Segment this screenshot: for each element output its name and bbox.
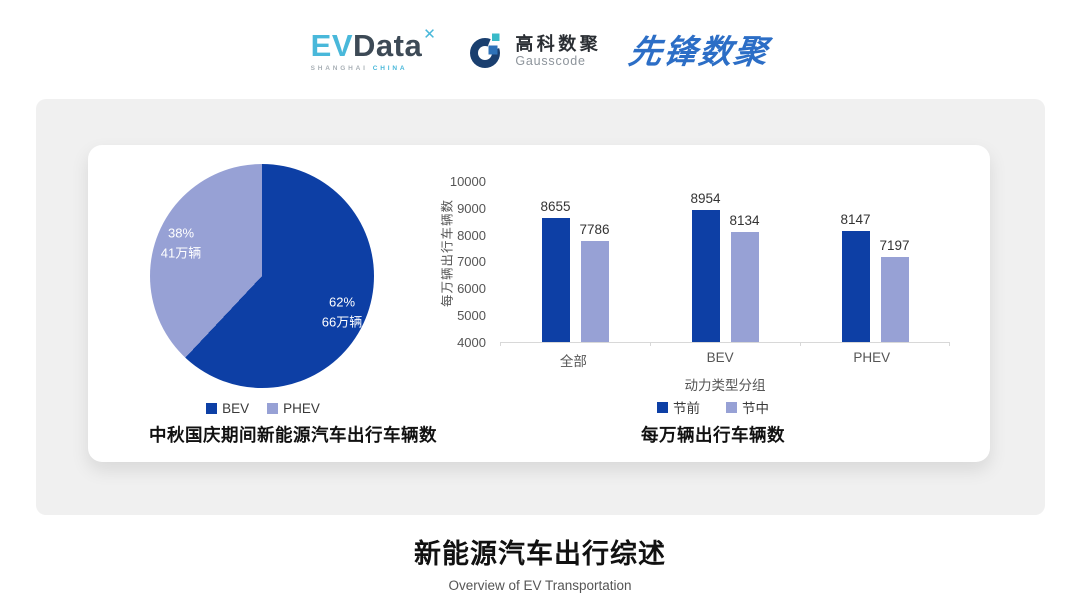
pie-label-phev: 38% 41万辆 — [161, 224, 201, 263]
pie-label-bev: 62% 66万辆 — [322, 293, 362, 332]
bar-group-all: 8655 7786 — [540, 182, 610, 342]
x-axis-tick — [500, 342, 501, 346]
gausscode-cn-text: 高科数聚 — [515, 33, 602, 54]
bar-pre-holiday: 8655 — [540, 199, 571, 342]
x-axis-tick — [799, 342, 801, 346]
evdata-china-text: CHINA — [372, 65, 408, 72]
x-axis-tick — [649, 342, 651, 346]
bar-group-bev: 8954 8134 — [690, 182, 760, 342]
content-panel: 62% 66万辆 38% 41万辆 BEV PHEV 中秋国庆期间新能源汽车 — [36, 99, 1045, 515]
bar-plot-area: 8655 7786 8954 8134 — [500, 182, 950, 346]
x-axis-tick — [949, 342, 950, 346]
bar-mid-holiday: 8134 — [729, 213, 760, 342]
bar-value-label: 7197 — [879, 237, 910, 253]
pie-phev-value: 41万辆 — [160, 245, 202, 260]
evdata-data-text: Data — [353, 28, 423, 63]
y-tick: 6000 — [457, 281, 486, 297]
bar-value-label: 8134 — [729, 212, 760, 228]
bar-value-label: 7786 — [579, 222, 610, 238]
gausscode-text: 高科数聚 Gausscode — [515, 34, 601, 69]
bar-legend-item-pre: 节前 — [657, 397, 700, 417]
bar-value-label: 8655 — [540, 198, 571, 214]
y-tick: 9000 — [457, 200, 486, 216]
bar-groups: 8655 7786 8954 8134 — [500, 182, 950, 342]
pie-legend-bev-label: BEV — [222, 401, 250, 416]
bar-group-phev: 8147 7197 — [840, 182, 910, 342]
pie-phev-percent: 38% — [167, 225, 195, 241]
bev-swatch-icon — [206, 403, 218, 414]
footer: 新能源汽车出行综述 Overview of EV Transportation — [0, 532, 1080, 593]
evdata-wordmark: EV Data ✕ — [310, 26, 437, 63]
xianfeng-logo: 先锋数聚 — [626, 32, 772, 70]
bar-x-axis-name: 动力类型分组 — [684, 378, 766, 393]
bar-legend-pre-label: 节前 — [673, 401, 700, 416]
gausscode-en-text: Gausscode — [515, 54, 586, 69]
y-tick: 5000 — [457, 308, 486, 324]
pie-legend: BEV PHEV — [88, 401, 438, 416]
evdata-ev-text: EV — [310, 28, 354, 63]
pre-holiday-swatch-icon — [657, 401, 668, 413]
chart-card: 62% 66万辆 38% 41万辆 BEV PHEV 中秋国庆期间新能源汽车 — [88, 145, 990, 462]
pie-chart-title: 中秋国庆期间新能源汽车出行车辆数 — [149, 425, 437, 445]
pie-legend-phev-label: PHEV — [283, 401, 320, 416]
pie-legend-item-bev: BEV — [206, 401, 249, 416]
pie-chart: 62% 66万辆 38% 41万辆 — [150, 164, 374, 388]
bar-value-label: 8147 — [840, 212, 871, 228]
bar-pre-holiday: 8954 — [690, 191, 721, 342]
y-tick: 10000 — [449, 174, 486, 189]
y-tick: 4000 — [457, 334, 486, 350]
bar-pre-holiday: 8147 — [840, 212, 871, 342]
evdata-logo: EV Data ✕ SHANGHAI CHINA — [310, 26, 437, 72]
evdata-shanghai-text: SHANGHAI — [310, 65, 368, 72]
bar-category-labels: 全部 BEV PHEV — [500, 350, 950, 370]
bar-mid-holiday: 7786 — [579, 222, 610, 342]
pie-legend-item-phev: PHEV — [267, 401, 320, 416]
category-label-all: 全部 — [559, 354, 587, 369]
phev-swatch-icon — [267, 403, 279, 414]
header-logo-row: EV Data ✕ SHANGHAI CHINA 高科数聚 Gausscode 先锋… — [0, 20, 1080, 82]
bar-mid-holiday: 7197 — [879, 238, 910, 342]
bar-value-label: 8954 — [690, 190, 721, 206]
pie-bev-value: 66万辆 — [321, 314, 363, 329]
bar-legend-item-mid: 节中 — [726, 397, 769, 417]
bar-legend: 节前 节中 — [488, 397, 938, 417]
evdata-subtitle: SHANGHAI CHINA — [311, 65, 408, 72]
page-title: 新能源汽车出行综述 — [414, 539, 666, 569]
bar-chart-title: 每万辆出行车辆数 — [641, 425, 785, 445]
pie-bev-percent: 62% — [328, 294, 356, 310]
mid-holiday-swatch-icon — [726, 401, 737, 413]
y-tick: 7000 — [457, 254, 486, 270]
gausscode-logo: 高科数聚 Gausscode — [464, 30, 601, 72]
category-label-bev: BEV — [706, 350, 734, 365]
y-tick: 8000 — [457, 227, 486, 243]
page-subtitle: Overview of EV Transportation — [448, 578, 632, 593]
gausscode-g-icon — [470, 31, 507, 68]
bar-y-axis-ticks: 10000 9000 8000 7000 6000 5000 4000 — [424, 174, 486, 351]
bar-legend-mid-label: 节中 — [742, 401, 769, 416]
category-label-phev: PHEV — [853, 350, 891, 365]
evdata-x-icon: ✕ — [423, 26, 437, 43]
